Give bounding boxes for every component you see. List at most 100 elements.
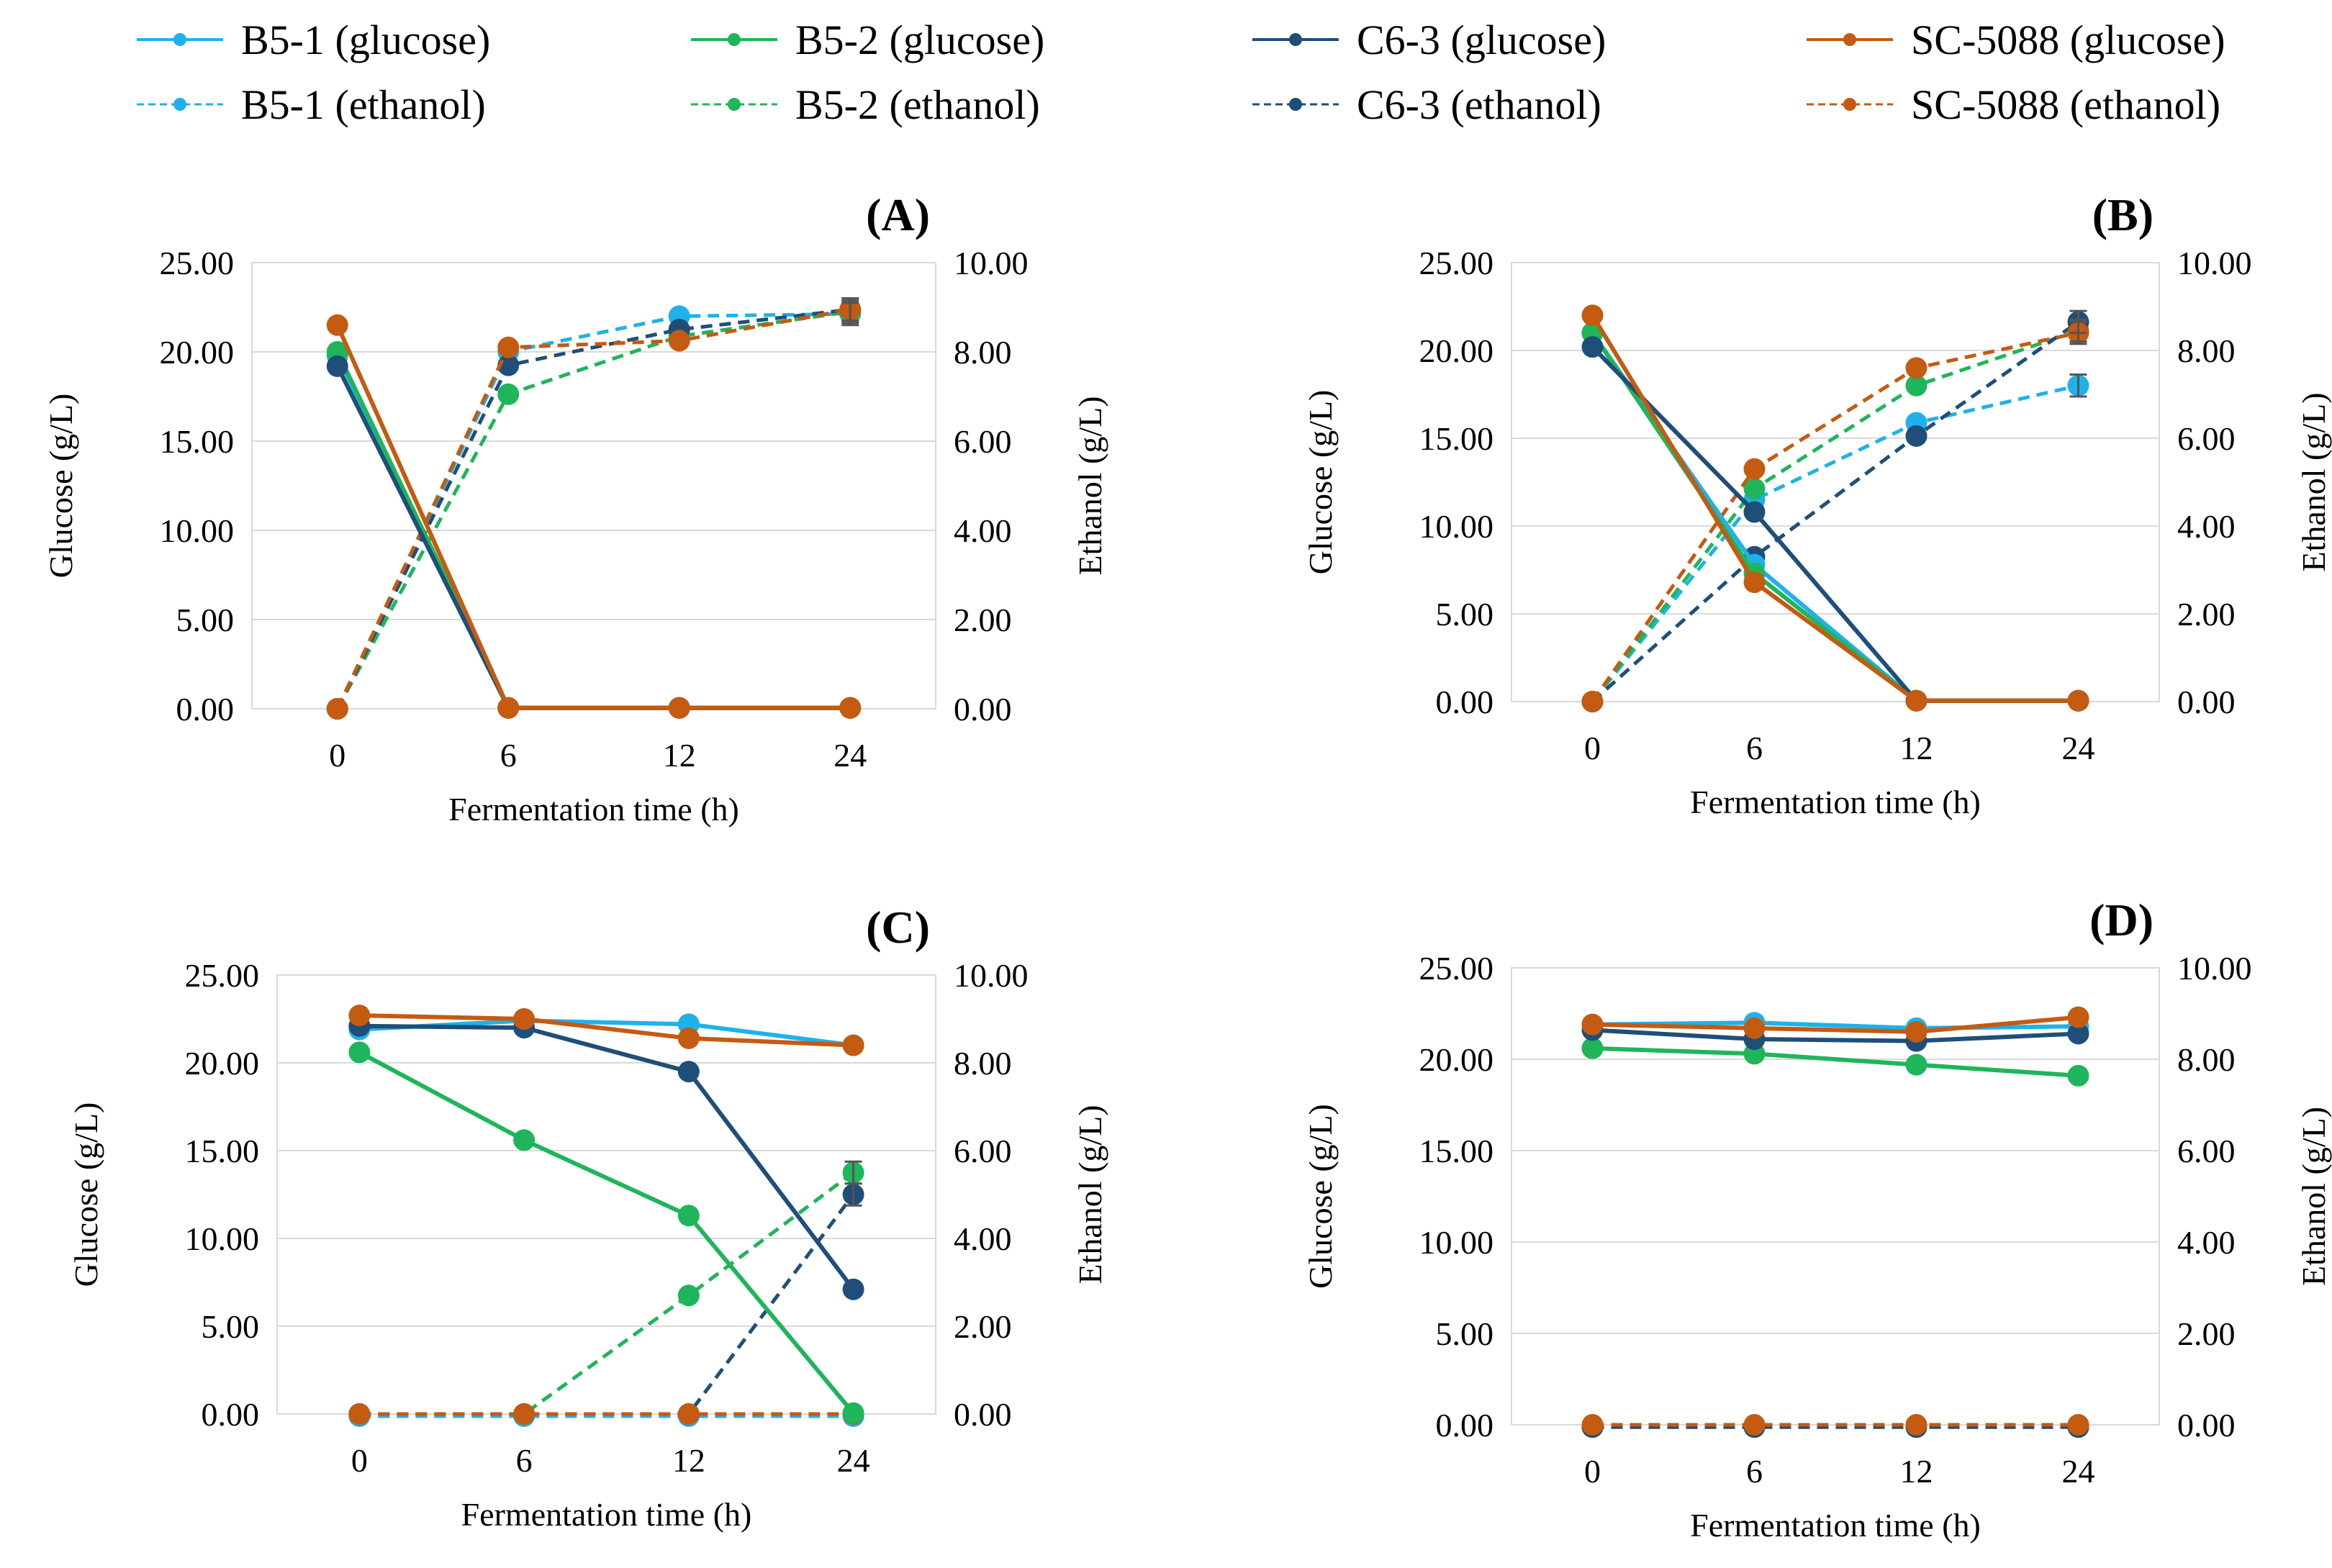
series-b5-2-ethanol: [326, 301, 862, 720]
series-line: [359, 1193, 855, 1416]
y-tick-label: 15.00: [1419, 1133, 1494, 1169]
data-point: [497, 354, 520, 376]
y-tick-label: 0.00: [202, 1396, 260, 1433]
data-point: [1905, 1020, 1927, 1043]
series-c6-3-ethanol: [1581, 311, 2089, 712]
y2-axis-title: Ethanol (g/L): [1072, 1105, 1108, 1284]
legend-label: SC-5088 (ethanol): [1911, 81, 2220, 128]
y-tick-label: 20.00: [1419, 332, 1494, 369]
y2-tick-label: 8.00: [2177, 332, 2236, 369]
y2-tick-label: 2.00: [2177, 596, 2236, 633]
y2-tick-label: 2.00: [954, 602, 1012, 638]
data-point: [1581, 1414, 1604, 1436]
series-b5-1-glucose: [1581, 322, 2089, 712]
data-point: [1743, 478, 1766, 500]
data-point: [677, 1205, 700, 1227]
x-axis-title: Fermentation time (h): [1690, 784, 1981, 820]
data-point: [677, 1027, 700, 1049]
y-tick-label: 0.00: [1436, 1407, 1494, 1444]
x-tick-label: 24: [2062, 730, 2095, 766]
x-tick-label: 12: [1900, 730, 1933, 766]
y-tick-label: 10.00: [160, 512, 235, 549]
series-c6-3-glucose: [1581, 336, 2089, 712]
legend-entry: SC-5088 (ethanol): [1807, 81, 2220, 128]
y2-tick-label: 6.00: [954, 423, 1012, 460]
x-tick-label: 24: [837, 1442, 870, 1479]
y2-tick-label: 6.00: [2177, 420, 2236, 457]
y2-tick-label: 6.00: [2177, 1133, 2236, 1169]
series-line: [1592, 1028, 2079, 1043]
data-point: [1905, 1053, 1927, 1076]
series-line: [1591, 329, 2079, 703]
series-line: [335, 354, 851, 710]
series-line: [335, 365, 851, 710]
series-c6-3-glucose: [326, 355, 862, 719]
data-point: [1905, 425, 1927, 447]
y-tick-label: 20.00: [1419, 1041, 1494, 1078]
series-line: [359, 1023, 856, 1291]
y2-tick-label: 8.00: [954, 1045, 1012, 1082]
data-point: [668, 330, 690, 352]
data-point: [677, 1284, 700, 1307]
y2-tick-label: 8.00: [954, 334, 1012, 371]
y2-axis-title: Ethanol (g/L): [2295, 1107, 2332, 1286]
y-tick-label: 10.00: [1419, 508, 1494, 545]
data-point: [348, 1041, 371, 1064]
series-line: [359, 1013, 854, 1048]
y-tick-label: 10.00: [185, 1220, 260, 1257]
series-sc-5088-ethanol: [326, 299, 862, 720]
panel-title: (A): [866, 189, 930, 240]
series-line: [1592, 1015, 2079, 1034]
y2-tick-label: 8.00: [2177, 1041, 2236, 1078]
data-point: [1581, 691, 1604, 712]
x-tick-label: 12: [663, 737, 696, 774]
legend-marker-swatch: [1843, 98, 1856, 111]
x-tick-label: 6: [516, 1442, 533, 1479]
y2-tick-label: 10.00: [954, 245, 1029, 281]
series-c6-3-glucose: [348, 1015, 864, 1300]
x-axis-title: Fermentation time (h): [1690, 1507, 1981, 1544]
y2-tick-label: 10.00: [2177, 950, 2252, 987]
data-point: [1581, 336, 1604, 358]
data-point: [677, 1061, 700, 1083]
y2-tick-label: 4.00: [954, 512, 1012, 549]
series-sc-5088-glucose: [326, 314, 862, 719]
series-line: [335, 324, 851, 710]
legend-entry: B5-2 (glucose): [691, 17, 1044, 63]
series-line: [335, 307, 851, 710]
data-point: [1581, 1037, 1604, 1059]
data-point: [842, 1034, 864, 1056]
y-tick-label: 20.00: [185, 1045, 260, 1082]
data-point: [326, 314, 348, 336]
x-tick-label: 6: [1746, 730, 1763, 766]
legend-label: B5-1 (glucose): [241, 17, 490, 63]
data-point: [2067, 1414, 2089, 1436]
chart-panel-b: 0.00 5.00 10.00 15.00 20.00 25.00 0.00 2.00 4.00…: [1302, 189, 2332, 820]
series-sc-5088-ethanol: [1581, 322, 2089, 712]
series-sc-5088-glucose: [1581, 304, 2089, 712]
data-point: [2067, 1006, 2089, 1028]
x-tick-label: 12: [672, 1442, 705, 1479]
panel-title: (D): [2089, 894, 2154, 946]
x-axis-title: Fermentation time (h): [448, 791, 739, 828]
y-tick-label: 25.00: [185, 957, 260, 994]
data-point: [1581, 1013, 1604, 1035]
legend-marker-swatch: [1843, 33, 1856, 46]
legend-marker-swatch: [1289, 98, 1302, 111]
x-tick-label: 0: [1584, 730, 1601, 766]
legend-entry: C6-3 (glucose): [1252, 17, 1606, 63]
data-point: [842, 1402, 864, 1424]
x-tick-label: 12: [1900, 1453, 1933, 1490]
data-point: [1905, 357, 1927, 379]
y-axis-title: Glucose (g/L): [68, 1102, 104, 1287]
legend-label: C6-3 (ethanol): [1357, 81, 1601, 128]
data-point: [348, 1403, 371, 1425]
data-point: [497, 383, 520, 405]
legend-entry: C6-3 (ethanol): [1252, 81, 1601, 128]
series-b5-1-ethanol: [348, 1405, 864, 1428]
y2-axis-title: Ethanol (g/L): [2295, 392, 2332, 571]
x-tick-label: 0: [351, 1442, 368, 1479]
y-tick-label: 15.00: [185, 1133, 260, 1169]
series-b5-1-ethanol: [326, 303, 862, 720]
series-b5-2-glucose: [348, 1041, 864, 1424]
